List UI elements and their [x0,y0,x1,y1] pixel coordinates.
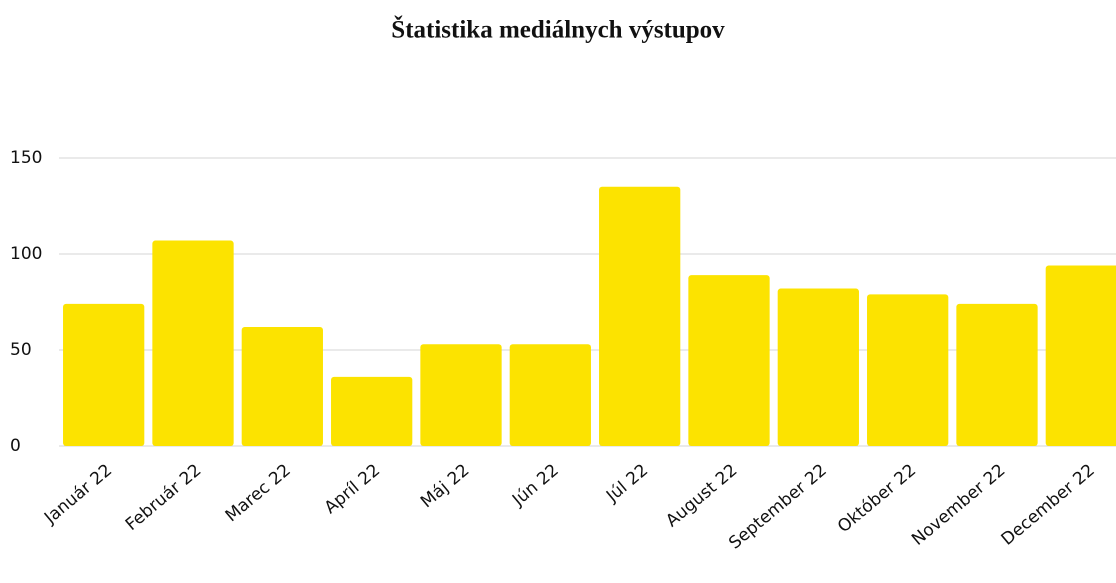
chart-title: Štatistika mediálnych výstupov [391,16,725,44]
bar [63,303,145,446]
bar [688,275,770,446]
x-tick-label: December 22 [998,460,1099,549]
bar [152,240,234,446]
y-tick-label: 0 [10,436,21,456]
bar [1045,265,1116,446]
x-tick-label: Október 22 [834,460,920,537]
x-tick-label: November 22 [908,460,1009,550]
y-tick-label: 150 [10,148,42,168]
bar [956,303,1038,446]
x-tick-label: Máj 22 [417,460,473,512]
bar [599,186,681,447]
x-tick-label: September 22 [725,460,831,553]
bar [867,294,949,446]
bar [420,344,502,446]
x-tick-label: Júl 22 [602,460,652,507]
bar [777,288,859,446]
x-tick-label: Február 22 [122,460,206,535]
x-tick-label: Jún 22 [508,460,563,510]
bar [509,344,591,446]
x-tick-label: Január 22 [40,460,116,528]
bar [241,326,323,446]
bar [331,376,413,446]
x-tick-label: Apríl 22 [321,460,384,518]
x-tick-label: August 22 [662,460,741,531]
y-tick-label: 50 [10,340,32,360]
x-tick-label: Marec 22 [222,460,295,526]
y-tick-label: 100 [10,244,42,264]
